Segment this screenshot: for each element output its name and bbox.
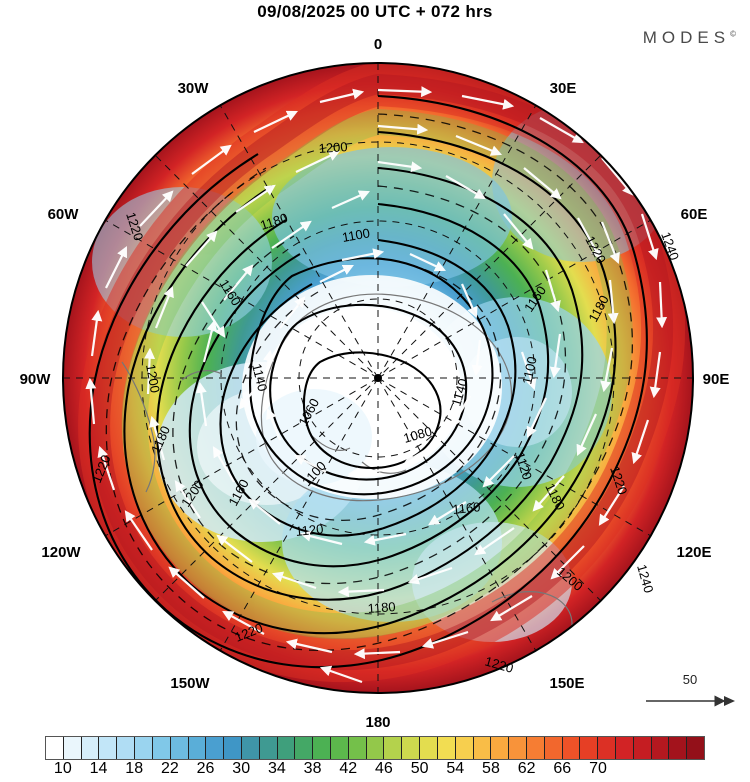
lon-label-150w: 150W [170, 675, 210, 692]
lon-label-60e: 60E [680, 206, 708, 223]
colorbar-cell [420, 737, 438, 759]
globe-outline [62, 62, 694, 694]
colorbar-tick: 42 [339, 760, 358, 777]
svg-text:1140: 1140 [249, 362, 270, 393]
colorbar-tick: 14 [89, 760, 108, 777]
colorbar-tick: 50 [410, 760, 429, 777]
colorbar-cell [170, 737, 189, 759]
svg-text:1100: 1100 [341, 225, 371, 245]
lon-label-60w: 60W [47, 206, 79, 223]
south-pole-marker [374, 374, 382, 382]
lon-label-150e: 150E [549, 675, 585, 692]
colorbar-cell [598, 737, 616, 759]
polar-map-svg: 1200 1220 1180 1100 1220 1240 1160 1160 … [62, 62, 694, 694]
colorbar-tick: 38 [303, 760, 322, 777]
colorbar-tick: 30 [232, 760, 251, 777]
colorbar-cell [384, 737, 403, 759]
reference-vector-arrow [646, 695, 735, 707]
colorbar-cell [491, 737, 510, 759]
colorbar-cell [473, 737, 492, 759]
colorbar-cell [331, 737, 349, 759]
svg-text:1200: 1200 [318, 139, 348, 156]
colorbar-cell [669, 737, 688, 759]
lon-label-0: 0 [373, 36, 383, 53]
colorbar-cell [402, 737, 421, 759]
svg-text:1160: 1160 [452, 499, 481, 517]
colorbar-cell [224, 737, 242, 759]
colorbar-cell [455, 737, 474, 759]
colorbar-cell [152, 737, 171, 759]
colorbar-cell [46, 737, 64, 759]
colorbar-cell [63, 737, 82, 759]
svg-text:1120: 1120 [295, 521, 324, 539]
colorbar-cell [206, 737, 225, 759]
colorbar-cell [580, 737, 599, 759]
colorbar-cell [348, 737, 367, 759]
colorbar-cell [99, 737, 118, 759]
svg-text:1240: 1240 [634, 563, 656, 595]
colorbar-cell [277, 737, 296, 759]
colorbar-cell [241, 737, 260, 759]
colorbar-cell [509, 737, 527, 759]
colorbar-tick: 34 [267, 760, 286, 777]
lon-label-120w: 120W [41, 544, 81, 561]
colorbar-cell [188, 737, 207, 759]
colorbar-cell [366, 737, 385, 759]
colorbar-tick: 22 [160, 760, 179, 777]
lon-label-90e: 90E [702, 371, 730, 388]
lon-label-90w: 90W [19, 371, 51, 388]
colorbar-tick: 62 [517, 760, 536, 777]
copyright-mark: © [730, 29, 736, 39]
lon-label-180: 180 [365, 714, 391, 731]
modes-logo: MODES© [643, 28, 736, 48]
colorbar-cell [135, 737, 153, 759]
colorbar-tick: 66 [553, 760, 572, 777]
colorbar-tick: 26 [196, 760, 215, 777]
svg-text:1100: 1100 [519, 355, 539, 385]
colorbar-tick: 54 [446, 760, 465, 777]
colorbar-swatches [45, 736, 705, 760]
colorbar-tick-labels: 10 14 18 22 26 30 34 38 42 46 50 54 58 62 66 70 [45, 760, 705, 780]
wind-arrows [85, 86, 668, 684]
svg-text:1140: 1140 [448, 377, 470, 408]
colorbar-cell [633, 737, 652, 759]
jet-stream-band [78, 63, 686, 683]
colorbar-cell [616, 737, 634, 759]
colorbar: 10 14 18 22 26 30 34 38 42 46 50 54 58 62 66 70 [45, 736, 705, 780]
lon-label-30w: 30W [177, 80, 209, 97]
colorbar-cell [81, 737, 100, 759]
map-field-layer [63, 63, 693, 693]
page-title: 09/08/2025 00 UTC + 072 hrs [257, 2, 493, 21]
colorbar-tick: 18 [125, 760, 144, 777]
colorbar-cell [562, 737, 581, 759]
reference-vector-label: 50 [682, 672, 698, 687]
colorbar-cell [117, 737, 136, 759]
colorbar-cell [259, 737, 278, 759]
colorbar-cell [687, 737, 705, 759]
colorbar-tick: 58 [482, 760, 500, 777]
height-contours [88, 94, 648, 669]
lon-label-120e: 120E [676, 544, 712, 561]
reference-vector: 50 [640, 672, 740, 712]
polar-map: 1200 1220 1180 1100 1220 1240 1160 1160 … [62, 62, 694, 694]
colorbar-tick: 10 [53, 760, 72, 777]
colorbar-cell [295, 737, 314, 759]
colorbar-cell [544, 737, 563, 759]
colorbar-tick: 46 [375, 760, 393, 777]
colorbar-cell [437, 737, 456, 759]
colorbar-cell [313, 737, 331, 759]
colorbar-tick: 70 [589, 760, 607, 777]
svg-text:1200: 1200 [143, 363, 163, 394]
colorbar-cell [651, 737, 670, 759]
colorbar-cell [526, 737, 545, 759]
brand-name: MODES [642, 28, 731, 47]
lon-label-30e: 30E [549, 80, 577, 97]
svg-text:1180: 1180 [367, 599, 396, 616]
